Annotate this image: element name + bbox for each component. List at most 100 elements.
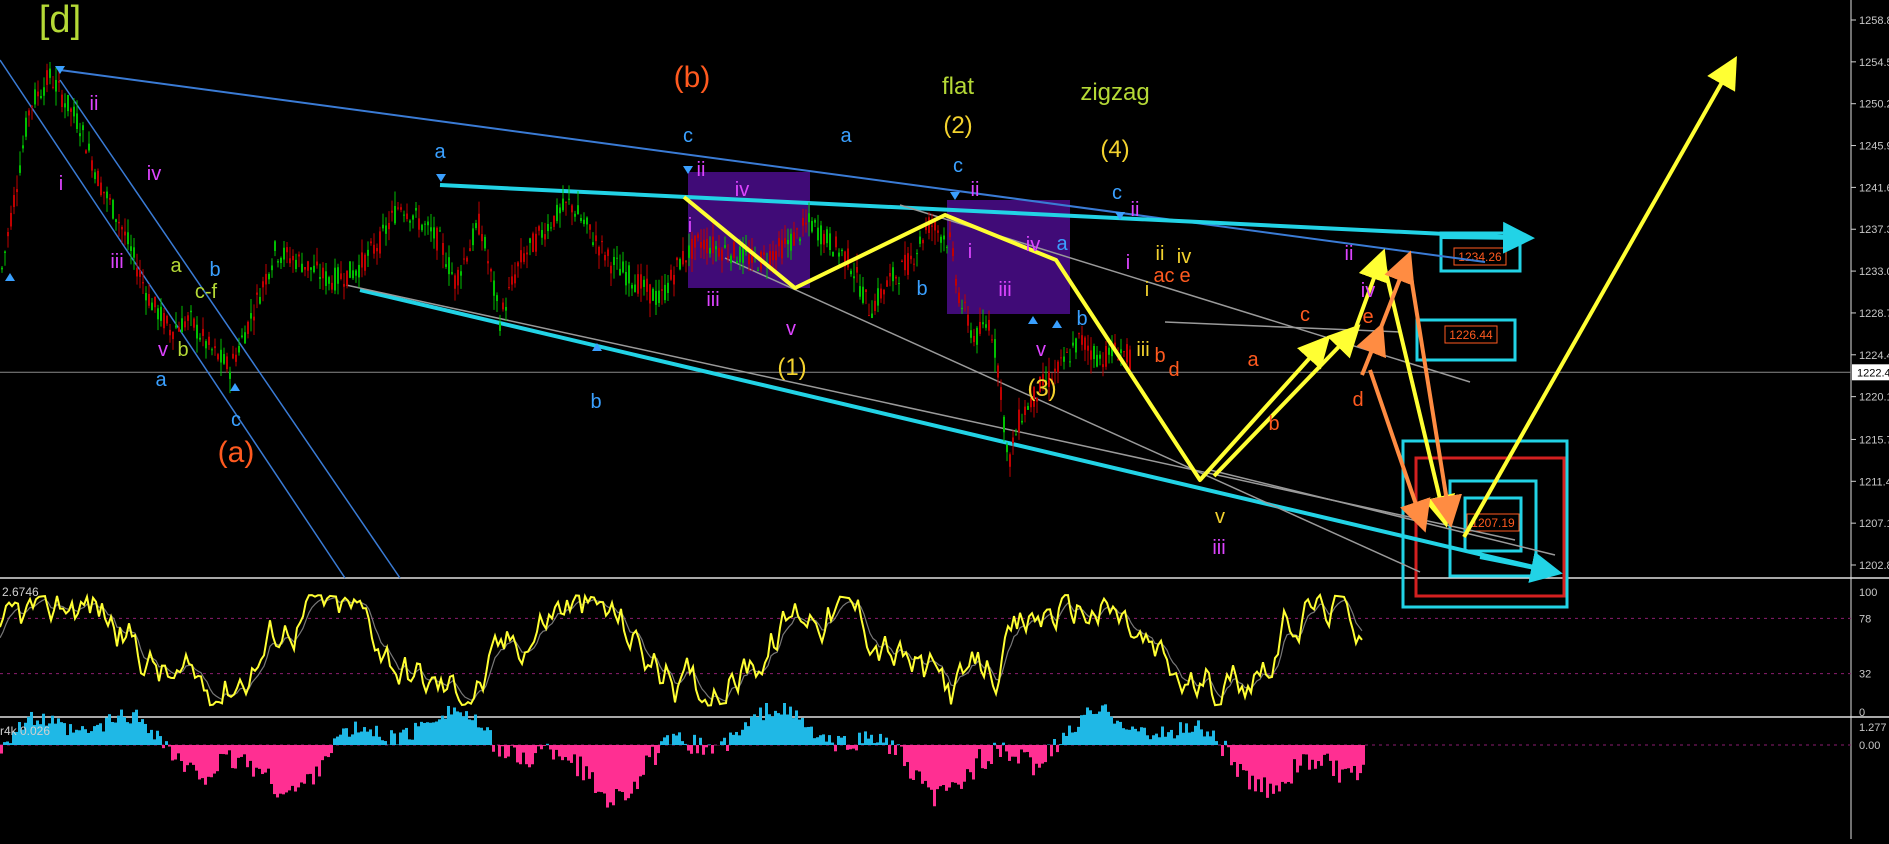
candle-body: [91, 160, 93, 170]
candle-body: [187, 315, 189, 321]
price-axis[interactable]: 1258.81254.51250.21245.91241.61237.31233…: [1851, 15, 1889, 572]
candle-body: [556, 205, 558, 221]
candle-body: [289, 258, 291, 263]
candle-body: [1093, 346, 1095, 359]
candle-body: [958, 293, 960, 303]
hist-bar-negative: [1326, 745, 1329, 754]
candle-body: [352, 270, 354, 278]
hist-bar-positive: [93, 726, 96, 745]
hist-bar-negative: [567, 745, 570, 761]
candle-body: [763, 253, 765, 255]
hist-bar-negative: [1275, 745, 1278, 785]
candle-body: [706, 239, 708, 254]
candle-body: [718, 248, 720, 257]
candle-body: [268, 274, 270, 279]
wave-label-small: c: [953, 155, 963, 177]
hist-bar-positive: [141, 719, 144, 745]
candle-body: [670, 270, 672, 280]
hist-bar-positive: [120, 710, 123, 745]
hist-bar-negative: [894, 745, 897, 755]
hist-bar-negative: [168, 745, 171, 747]
wave-label-small: b: [177, 339, 188, 361]
hist-bar-positive: [783, 703, 786, 745]
hist-bar-positive: [1113, 724, 1116, 745]
osc-tick-label: 0: [1859, 707, 1865, 719]
candle-body: [334, 268, 336, 291]
hist-bar-positive: [810, 727, 813, 745]
candle-body: [25, 118, 27, 137]
candle-body: [778, 238, 780, 246]
candle-body: [553, 216, 555, 227]
candle-body: [850, 271, 852, 274]
candle-body: [13, 195, 15, 207]
hist-bar-negative: [960, 745, 963, 789]
hist-bar-negative: [1017, 745, 1020, 763]
hist-bar-negative: [1260, 745, 1263, 792]
candle-body: [1129, 350, 1131, 370]
hist-bar-negative: [627, 745, 630, 798]
candle-body: [592, 242, 594, 245]
hist-bar-negative: [636, 745, 639, 789]
candle-body: [94, 172, 96, 179]
hist-bar-positive: [1077, 727, 1080, 745]
wave-label-small: b: [916, 278, 927, 300]
hist-bar-positive: [1071, 732, 1074, 745]
hist-bar-negative: [1221, 745, 1224, 756]
candle-body: [403, 215, 405, 216]
hist-bar-positive: [1161, 727, 1164, 745]
candle-body: [397, 208, 399, 209]
hist-bar-positive: [471, 720, 474, 745]
candle-body: [67, 95, 69, 111]
candle-body: [952, 248, 954, 256]
hist-bar-negative: [543, 745, 546, 746]
candle-body: [196, 325, 198, 339]
price-target-label: 1207.19: [1471, 516, 1515, 530]
candle-body: [886, 280, 888, 286]
hist-bar-positive: [1125, 729, 1128, 745]
hist-bar-negative: [183, 745, 186, 772]
trend-line-cyan-lower: [360, 290, 1555, 572]
candle-body: [571, 205, 573, 212]
candle-body: [463, 259, 465, 260]
candle-body: [145, 293, 147, 300]
hist-bar-negative: [591, 745, 594, 772]
hist-bar-positive: [123, 717, 126, 745]
candle-body: [271, 265, 273, 270]
candle-body: [901, 261, 903, 262]
candle-body: [112, 200, 114, 219]
candle-body: [709, 248, 711, 254]
hist-bar-positive: [1152, 735, 1155, 745]
candle-body: [163, 313, 165, 328]
candle-body: [775, 251, 777, 260]
candle-body: [223, 354, 225, 364]
hist-bar-positive: [672, 734, 675, 745]
hist-bar-positive: [753, 714, 756, 745]
hist-bar-negative: [972, 745, 975, 780]
wave-label-small: v: [158, 339, 168, 361]
candle-body: [211, 349, 213, 350]
candle-body: [1102, 364, 1104, 367]
hist-bar-negative: [171, 745, 174, 760]
hist-bar-negative: [237, 745, 240, 758]
hist-bar-positive: [366, 732, 369, 745]
candle-body: [301, 264, 303, 272]
hist-bar-positive: [384, 741, 387, 745]
hist-bar-negative: [1362, 745, 1365, 765]
hist-bar-negative: [1251, 745, 1254, 776]
hist-bar-negative: [1302, 745, 1305, 754]
candle-body: [943, 236, 945, 240]
wave-label-1: (1): [777, 354, 806, 381]
candle-body: [409, 221, 411, 223]
hist-bar-negative: [1236, 745, 1239, 777]
hist-bar-negative: [975, 745, 978, 758]
hist-bar-negative: [690, 745, 693, 754]
candle-body: [439, 231, 441, 232]
hist-bar-positive: [147, 733, 150, 745]
candle-body: [880, 289, 882, 299]
hist-bar-positive: [804, 727, 807, 745]
hist-bar-positive: [864, 731, 867, 745]
hist-bar-positive: [1182, 733, 1185, 745]
wave-label-small: i: [1145, 279, 1149, 301]
candle-body: [748, 254, 750, 264]
candle-body: [172, 332, 174, 339]
